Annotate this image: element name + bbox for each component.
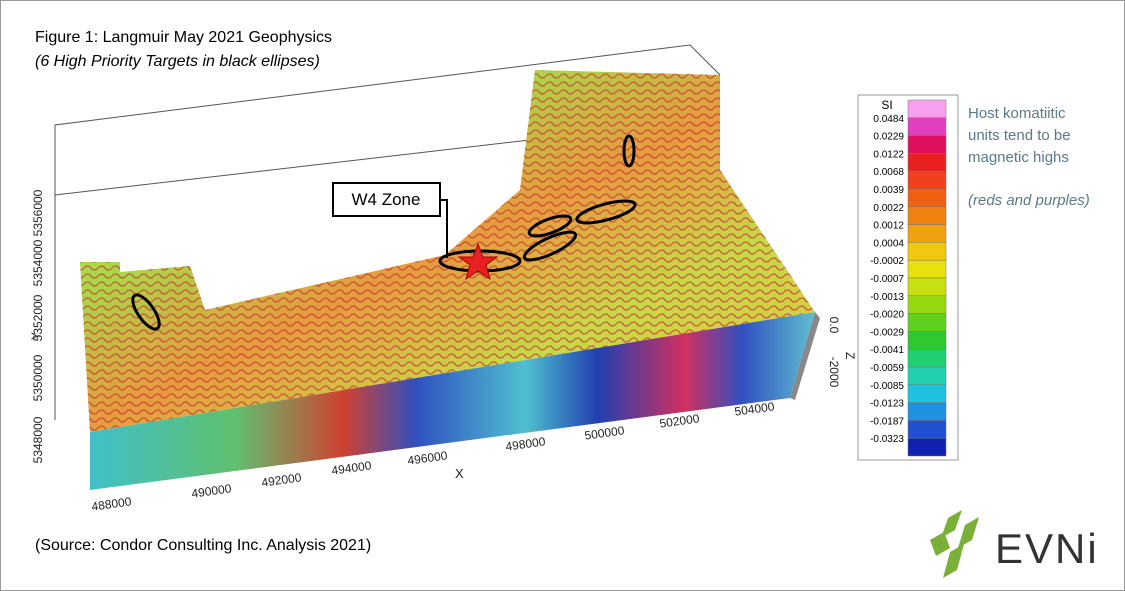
note-line: magnetic highs <box>968 149 1069 166</box>
colorbar-title: SI <box>881 98 892 112</box>
colorbar-label: -0.0085 <box>870 381 904 392</box>
title: Figure 1: Langmuir May 2021 Geophysics <box>35 29 332 46</box>
x-tick-label: 504000 <box>734 399 776 418</box>
surface-texture <box>80 70 815 432</box>
bounding-box <box>54 139 531 196</box>
colorbar-label: -0.0187 <box>870 416 904 427</box>
colorbar-label: -0.0041 <box>870 345 904 356</box>
colorbar-swatch <box>907 295 947 314</box>
colorbar-label: -0.0323 <box>870 434 904 445</box>
colorbar-swatch <box>907 384 947 403</box>
target-ellipse <box>527 214 573 238</box>
y-tick-label: 5356000 <box>31 189 45 236</box>
z-axis-label: Z <box>843 352 857 359</box>
colorbar-label: 0.0012 <box>873 221 904 232</box>
y-tick-label: 5352000 <box>31 294 45 341</box>
colorbar-label: -0.0059 <box>870 363 904 374</box>
colorbar-swatch <box>907 99 947 119</box>
colorbar-label: -0.0020 <box>870 310 904 321</box>
note-line: Host komatiitic <box>968 105 1066 122</box>
callout-line <box>440 199 448 258</box>
colorbar-swatch <box>907 242 947 261</box>
colorbar-swatch <box>907 402 947 421</box>
x-tick-label: 492000 <box>261 470 303 489</box>
colorbar-swatch <box>907 206 947 225</box>
bounding-box <box>54 44 721 420</box>
callout-label: W4 Zone <box>352 190 421 209</box>
z-tick-label: -2000 <box>827 357 841 388</box>
x-axis-label: X <box>455 466 464 481</box>
colorbar-swatch <box>907 170 947 190</box>
colorbar-label: -0.0029 <box>870 327 904 338</box>
colorbar-label: 0.0068 <box>873 167 904 178</box>
source: (Source: Condor Consulting Inc. Analysis… <box>35 537 371 554</box>
colorbar-label: 0.0229 <box>873 132 904 143</box>
colorbar-swatch <box>907 313 947 332</box>
w4-star <box>457 242 499 281</box>
logo-text: EVNi <box>995 525 1099 572</box>
y-tick-label: 5350000 <box>31 354 45 401</box>
x-tick-label: 494000 <box>331 458 373 477</box>
colorbar-swatch <box>907 348 947 368</box>
colorbar-swatch <box>907 259 947 279</box>
x-tick-label: 488000 <box>91 494 133 513</box>
logo-mark <box>930 510 979 578</box>
colorbar-swatch <box>907 420 947 439</box>
colorbar-swatch <box>907 135 947 154</box>
x-tick-label: 496000 <box>407 448 449 467</box>
colorbar-swatch <box>907 331 947 350</box>
colorbar-label: 0.0039 <box>873 185 904 196</box>
x-tick-label: 502000 <box>659 411 701 430</box>
x-tick-label: 500000 <box>584 423 626 442</box>
colorbar-label: 0.0484 <box>873 114 904 125</box>
colorbar-swatch <box>907 117 947 136</box>
colorbar-swatch <box>907 188 947 208</box>
colorbar-label: 0.0022 <box>873 203 904 214</box>
axes: 5348000 5350000 5352000 5354000 5356000 Y 4880… <box>29 189 857 513</box>
x-tick-label: 498000 <box>505 434 547 453</box>
y-axis-label: Y <box>29 332 43 340</box>
target-ellipse <box>622 134 636 168</box>
z-tick-label: 0.0 <box>827 317 841 334</box>
colorbar-swatch <box>907 437 947 457</box>
subtitle: (6 High Priority Targets in black ellips… <box>35 53 320 70</box>
note-emphasis: (reds and purples) <box>968 192 1090 209</box>
target-ellipse <box>522 230 578 262</box>
colorbar-label: -0.0007 <box>870 274 904 285</box>
colorbar-swatch <box>907 277 947 297</box>
front-face <box>90 312 815 490</box>
colorbar-swatch <box>907 153 947 172</box>
colorbar-label: -0.0002 <box>870 256 904 267</box>
note-line: units tend to be <box>968 127 1071 144</box>
target-ellipse <box>131 293 161 331</box>
y-tick-label: 5348000 <box>31 416 45 463</box>
model <box>54 44 820 490</box>
colorbar: SI 0.0484 0.0229 0.0122 0.0068 0.0039 0.0022 0.… <box>857 94 959 461</box>
target-ellipse <box>575 199 637 225</box>
colorbar-label: -0.0013 <box>870 292 904 303</box>
colorbar-swatch <box>907 224 947 243</box>
callout-box <box>332 182 441 217</box>
x-tick-label: 490000 <box>191 481 233 500</box>
colorbar-swatch <box>907 366 947 386</box>
colorbar-label: 0.0122 <box>873 149 904 160</box>
colorbar-label: -0.0123 <box>870 399 904 410</box>
y-tick-label: 5354000 <box>31 239 45 286</box>
side-face <box>790 312 820 400</box>
colorbar-label: 0.0004 <box>873 238 904 249</box>
note: Host komatiitic units tend to be magneti… <box>968 105 1090 209</box>
